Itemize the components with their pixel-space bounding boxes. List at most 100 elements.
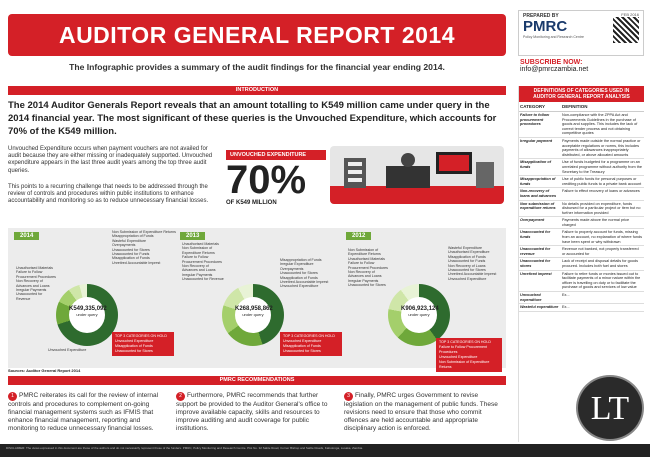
label-2012-7: Unvouched Expenditure bbox=[448, 276, 487, 281]
total-2013: K268,958,862 bbox=[235, 306, 273, 312]
chart-labels-2014-right: Non Submission of Expenditure Returns Mi… bbox=[112, 230, 178, 265]
definition-row: Misappropriation of funds Use of public f… bbox=[519, 176, 644, 189]
legend-2012-2: Unvouched Expenditure bbox=[439, 355, 478, 359]
year-label-2013: 2013 bbox=[180, 232, 206, 240]
total-2012: K906,923,124 bbox=[401, 306, 439, 312]
definition-column-header: DEFINITION bbox=[562, 104, 588, 109]
donut-center-2014: K549,335,092 under query bbox=[69, 297, 107, 333]
label-2012-1: Unauthorised Expenditure bbox=[448, 250, 490, 255]
label-2012-13: Unaccounted for Stores bbox=[348, 283, 386, 288]
label-2013-7: Unauthorised Materials bbox=[182, 242, 219, 246]
definition-term: Unvouched expenditure bbox=[520, 293, 542, 302]
recommendation-1-text: PMRC reiterates its call for the review … bbox=[8, 392, 159, 432]
legend-2012-1: Failure to Follow Procurement Procedures bbox=[439, 345, 487, 354]
recommendation-number-icon: 1 bbox=[8, 392, 17, 401]
label-2014-7: Unretired Accountable Imprest bbox=[112, 260, 161, 265]
definition-row: Unaccounted for stores Lack of receipt an… bbox=[519, 258, 644, 271]
legend-2014-1: Unvouched Expenditure bbox=[115, 339, 154, 343]
label-2012-4: Non Recovery of Loans bbox=[448, 263, 486, 268]
year-label-2012: 2012 bbox=[346, 232, 372, 240]
legend-2014: TOP 3 CATEGORIES ON HOLD Unvouched Expen… bbox=[112, 332, 174, 356]
intro-lead: The 2014 Auditor Generals Report reveals… bbox=[8, 100, 497, 137]
legend-2013-0: TOP 3 CATEGORIES ON HOLD bbox=[283, 334, 335, 338]
definition-term: Unaccounted for stores bbox=[520, 259, 551, 269]
subscribe-email[interactable]: info@pmrczambia.net bbox=[520, 66, 589, 73]
year-label-2014: 2014 bbox=[14, 232, 40, 240]
definitions-heading: DEFINITIONS OF CATEGORIES USED IN AUDITO… bbox=[519, 86, 644, 102]
definition-text: Failure to effect recovery of loans or a… bbox=[562, 189, 640, 194]
label-2014-6: Misapplication of Funds bbox=[112, 256, 150, 261]
label-2013-5: Unretired Accountable Imprest bbox=[280, 280, 329, 285]
definition-row: Failure to follow procurement procedures… bbox=[519, 112, 644, 138]
unvouched-percent: 70% bbox=[226, 158, 307, 202]
definition-term: Irregular payment bbox=[520, 138, 553, 143]
label-2013-9: Failure to Follow Procurement Procedures bbox=[182, 255, 222, 264]
qr-code-icon bbox=[613, 17, 639, 43]
label-2013-8: Non Submission of Expenditure Returns bbox=[182, 246, 215, 255]
definition-term: Non-recovery of loans and advances bbox=[520, 189, 557, 198]
label-2014-5: Unaccounted for Funds bbox=[112, 252, 150, 257]
caption-2013: under query bbox=[242, 312, 264, 317]
recommendations-heading: PMRC RECOMMENDATIONS bbox=[8, 376, 506, 385]
donut-chart-2014: K549,335,092 under query bbox=[56, 284, 118, 346]
prepared-by-label: PREPARED BY bbox=[523, 13, 559, 19]
subscribe-line: SUBSCRIBE NOW: info@pmrczambia.net bbox=[520, 59, 650, 73]
definition-term: Misappropriation of funds bbox=[520, 177, 556, 186]
label-2013-3: Unaccounted for Stores bbox=[280, 271, 318, 276]
label-2014-0: Non Submission of Expenditure Returns bbox=[112, 230, 176, 234]
legend-2013-1: Unvouched Expenditure bbox=[283, 339, 322, 343]
unvouched-label: UNVOUCHED EXPENDITURE bbox=[226, 150, 326, 160]
category-column-header: CATEGORY bbox=[520, 104, 546, 109]
label-2012-9: Unauthorised Materials bbox=[348, 256, 385, 261]
label-2013-4: Misapplication of Funds bbox=[280, 275, 318, 280]
definition-text: Payments made outside the normal practic… bbox=[562, 138, 641, 157]
label-2013-0: Misappropriation of Funds bbox=[280, 258, 322, 262]
recommendation-number-icon: 3 bbox=[344, 392, 353, 401]
definition-term: Unaccounted for revenue bbox=[520, 247, 551, 256]
legend-2013: TOP 3 CATEGORIES ON HOLD Unvouched Expen… bbox=[280, 332, 342, 356]
legend-2012: TOP 3 CATEGORIES ON HOLD Failure to Foll… bbox=[436, 338, 502, 372]
intro-paragraph-2: This points to a recurring challenge tha… bbox=[8, 184, 209, 205]
chart-labels-2012-left: Non Submission of Expenditure Returns Un… bbox=[348, 248, 388, 288]
pmrc-logo: PMRC bbox=[523, 18, 568, 35]
definition-text: Ex... bbox=[562, 293, 570, 297]
definition-term: Unaccounted for funds bbox=[520, 230, 551, 240]
recommendation-3: 3 Finally, PMRC urges Government to revis… bbox=[344, 392, 506, 433]
recommendation-3-text: Finally, PMRC urges Government to revise… bbox=[344, 392, 498, 432]
title-banner: AUDITOR GENERAL REPORT 2014 INFOGRAPHIC bbox=[8, 14, 506, 90]
legend-2014-2: Misapplication of Funds bbox=[115, 344, 153, 348]
definition-text: Ex... bbox=[562, 305, 570, 310]
definition-text: Use of public funds for personal purpose… bbox=[562, 177, 642, 186]
definition-term: Overpayment bbox=[520, 218, 545, 223]
page-title: AUDITOR GENERAL REPORT 2014 INFOGRAPHIC bbox=[58, 22, 456, 90]
definition-row: Unaccounted for revenue Revenue not banke… bbox=[519, 246, 644, 259]
legend-2014-0: TOP 3 CATEGORIES ON HOLD bbox=[115, 334, 167, 338]
label-2013-10: Non Recovery of Advances and Loans bbox=[182, 264, 216, 273]
definition-text: Lack of receipt and disposal details for… bbox=[562, 259, 638, 269]
office-illustration-icon bbox=[330, 152, 504, 204]
legend-2012-0: TOP 3 CATEGORIES ON HOLD bbox=[439, 340, 491, 344]
office-illustration bbox=[330, 146, 504, 204]
definition-row: Misapplication of funds Use of funds budg… bbox=[519, 159, 644, 177]
recommendation-number-icon: 2 bbox=[176, 392, 185, 401]
chart-labels-2013-right: Misappropriation of Funds Irregular Expe… bbox=[280, 258, 342, 289]
definition-text: Non-compliance with the ZPPA Act and Pro… bbox=[562, 113, 638, 136]
definition-text: Failure to properly account for funds, m… bbox=[562, 230, 642, 244]
label-2014-3: Overpayments bbox=[112, 243, 136, 248]
recommendation-2-text: Furthermore, PMRC recommends that furthe… bbox=[176, 392, 328, 432]
chart-labels-2013-left: Unauthorised Materials Non Submission of… bbox=[182, 242, 224, 282]
definition-term: Misapplication of funds bbox=[520, 160, 552, 169]
label-2012-12: Irregular Payments bbox=[348, 278, 379, 283]
definition-text: No details provided on expenditure, fund… bbox=[562, 201, 641, 215]
donut-center-2012: K906,923,124 under query bbox=[401, 297, 439, 333]
definition-text: Payments made above the normal price cha… bbox=[562, 218, 630, 227]
intro-paragraph-1: Unvouched Expenditure occurs when paymen… bbox=[8, 146, 213, 174]
legend-2013-3: Unaccounted for Stores bbox=[283, 349, 321, 353]
subscribe-label: SUBSCRIBE NOW: bbox=[520, 59, 583, 66]
unvouched-highlight: UNVOUCHED EXPENDITURE 70% OF K549 MILLIO… bbox=[226, 150, 334, 212]
label-2014-2: Wasteful Expenditure bbox=[112, 238, 147, 243]
report-date: FEB 2016 bbox=[621, 12, 639, 17]
label-2012-2: Misapplication of Funds bbox=[448, 254, 486, 259]
label-2014-10: Failure to Follow Procurement Procedures bbox=[16, 270, 56, 279]
label-2013-6: Unvouched Expenditure bbox=[280, 284, 319, 289]
